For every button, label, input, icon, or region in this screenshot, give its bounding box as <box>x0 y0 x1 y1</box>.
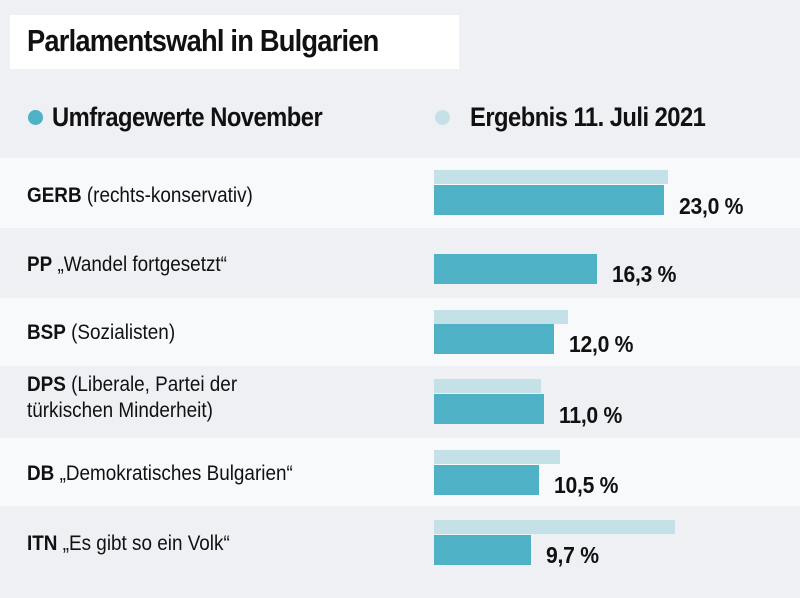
legend-swatch-result <box>435 109 450 125</box>
legend: Umfragewerte November Ergebnis 11. Juli … <box>0 97 800 137</box>
category-label: GERB (rechts-konservativ) <box>27 183 253 209</box>
row-db: DB „Demokratisches Bulgarien“ 10,5 % <box>0 438 800 506</box>
category-label: DPS (Liberale, Partei der türkischen Min… <box>27 372 237 424</box>
poll-bar-bsp <box>434 324 554 354</box>
poll-bar-dps <box>434 394 544 424</box>
party-desc: (Sozialisten) <box>71 321 176 344</box>
value-label-dps: 11,0 % <box>559 402 623 428</box>
value-label-itn: 9,7 % <box>546 542 599 568</box>
row-itn: ITN „Es gibt so ein Volk“ 9,7 % <box>0 506 800 598</box>
value-label-db: 10,5 % <box>554 472 619 498</box>
poll-bar-itn <box>434 535 531 565</box>
row-dps: DPS (Liberale, Partei der türkischen Min… <box>0 366 800 438</box>
party-abbr: DB <box>27 462 55 485</box>
result-bar-bsp <box>434 310 568 324</box>
party-desc: „Es gibt so ein Volk“ <box>62 532 230 555</box>
value-label-gerb: 23,0 % <box>679 193 744 219</box>
value-label-bsp: 12,0 % <box>569 331 634 357</box>
legend-item-result: Ergebnis 11. Juli 2021 <box>435 97 737 137</box>
party-desc: (rechts-konservativ) <box>86 184 253 207</box>
category-label: ITN „Es gibt so ein Volk“ <box>27 531 230 557</box>
party-abbr: ITN <box>27 532 58 555</box>
legend-item-poll: Umfragewerte November <box>28 97 359 137</box>
row-bsp: BSP (Sozialisten) 12,0 % <box>0 298 800 366</box>
party-abbr: BSP <box>27 321 66 344</box>
category-label: BSP (Sozialisten) <box>27 320 175 346</box>
party-desc-line2: türkischen Minderheit) <box>27 399 213 422</box>
party-abbr: GERB <box>27 184 82 207</box>
party-abbr: PP <box>27 253 53 276</box>
poll-bar-gerb <box>434 185 664 215</box>
result-bar-itn <box>434 520 675 534</box>
legend-swatch-poll <box>28 109 43 125</box>
legend-label-poll: Umfragewerte November <box>52 101 323 132</box>
chart-title: Parlamentswahl in Bulgarien <box>27 23 379 58</box>
result-bar-gerb <box>434 170 668 184</box>
value-label-pp: 16,3 % <box>612 261 677 287</box>
party-desc: „Wandel fortgesetzt“ <box>57 253 227 276</box>
category-label: PP „Wandel fortgesetzt“ <box>27 252 227 278</box>
result-bar-db <box>434 450 560 464</box>
result-bar-dps <box>434 379 541 393</box>
row-pp: PP „Wandel fortgesetzt“ 16,3 % <box>0 228 800 298</box>
party-desc-line1: (Liberale, Partei der <box>71 373 238 396</box>
row-gerb: GERB (rechts-konservativ) 23,0 % <box>0 158 800 228</box>
poll-bar-pp <box>434 254 597 284</box>
party-desc: „Demokratisches Bulgarien“ <box>59 462 293 485</box>
title-box: Parlamentswahl in Bulgarien <box>10 15 459 69</box>
category-label: DB „Demokratisches Bulgarien“ <box>27 461 293 487</box>
party-abbr: DPS <box>27 373 66 396</box>
poll-bar-db <box>434 465 539 495</box>
legend-label-result: Ergebnis 11. Juli 2021 <box>470 101 706 132</box>
